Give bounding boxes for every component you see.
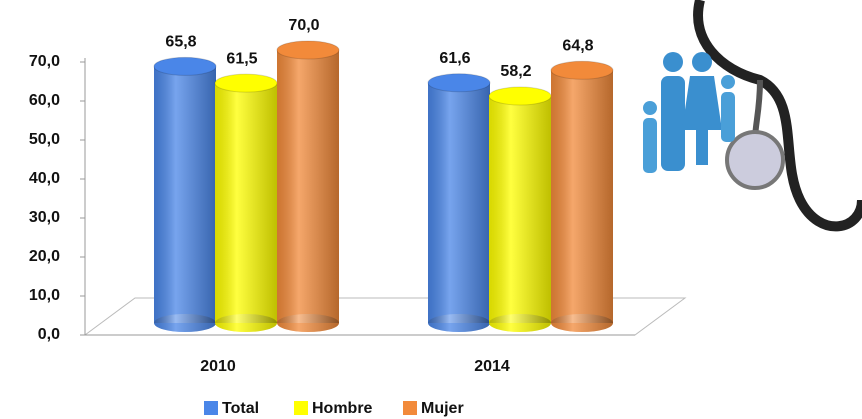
- y-tick-label: 70,0: [29, 53, 60, 70]
- x-tick-label: 2014: [474, 358, 510, 375]
- bar-bottom-edge: [215, 314, 277, 332]
- bar-top: [276, 40, 340, 60]
- y-tick-label: 20,0: [29, 248, 60, 265]
- bar-shade: [154, 66, 216, 323]
- bar-top: [550, 60, 614, 80]
- bar-shade: [215, 83, 277, 324]
- bar-bottom-edge: [154, 314, 216, 332]
- person-icon: [661, 76, 685, 171]
- y-tick-label: 50,0: [29, 131, 60, 148]
- person-icon: [663, 52, 683, 72]
- value-label: 61,6: [439, 50, 470, 67]
- legend-swatch: [204, 401, 218, 415]
- x-tick-label: 2010: [200, 358, 236, 375]
- value-label: 65,8: [165, 34, 196, 51]
- bar-top: [153, 56, 217, 76]
- person-icon: [643, 118, 657, 173]
- legend-label: Total: [222, 400, 259, 417]
- person-icon: [692, 52, 712, 72]
- bar-bottom-edge: [489, 314, 551, 332]
- bar-top: [214, 73, 278, 93]
- stethoscope-tube: [693, 0, 862, 232]
- person-icon: [643, 101, 657, 115]
- bar-bottom-edge: [551, 314, 613, 332]
- bar-top: [427, 73, 491, 93]
- legend-label: Hombre: [312, 400, 373, 417]
- legend-swatch: [403, 401, 417, 415]
- legend-label: Mujer: [421, 400, 464, 417]
- bar-top: [488, 86, 552, 106]
- y-tick-label: 30,0: [29, 209, 60, 226]
- bar-shade: [277, 50, 339, 323]
- stethoscope-head: [725, 130, 785, 190]
- value-label: 64,8: [562, 37, 593, 54]
- bar-bottom-edge: [277, 314, 339, 332]
- y-tick-label: 60,0: [29, 92, 60, 109]
- person-icon: [721, 75, 735, 89]
- bar-shade: [489, 96, 551, 324]
- value-label: 70,0: [288, 17, 319, 34]
- y-tick-label: 10,0: [29, 287, 60, 304]
- bar-shade: [428, 82, 490, 323]
- bar-shade: [551, 70, 613, 323]
- value-label: 61,5: [226, 50, 257, 67]
- legend-swatch: [294, 401, 308, 415]
- family-stethoscope-illustration: [643, 0, 862, 232]
- person-icon: [682, 76, 722, 165]
- y-tick-label: 40,0: [29, 170, 60, 187]
- value-label: 58,2: [500, 63, 531, 80]
- y-tick-label: 0,0: [38, 326, 60, 343]
- person-icon: [721, 92, 735, 142]
- bar-bottom-edge: [428, 314, 490, 332]
